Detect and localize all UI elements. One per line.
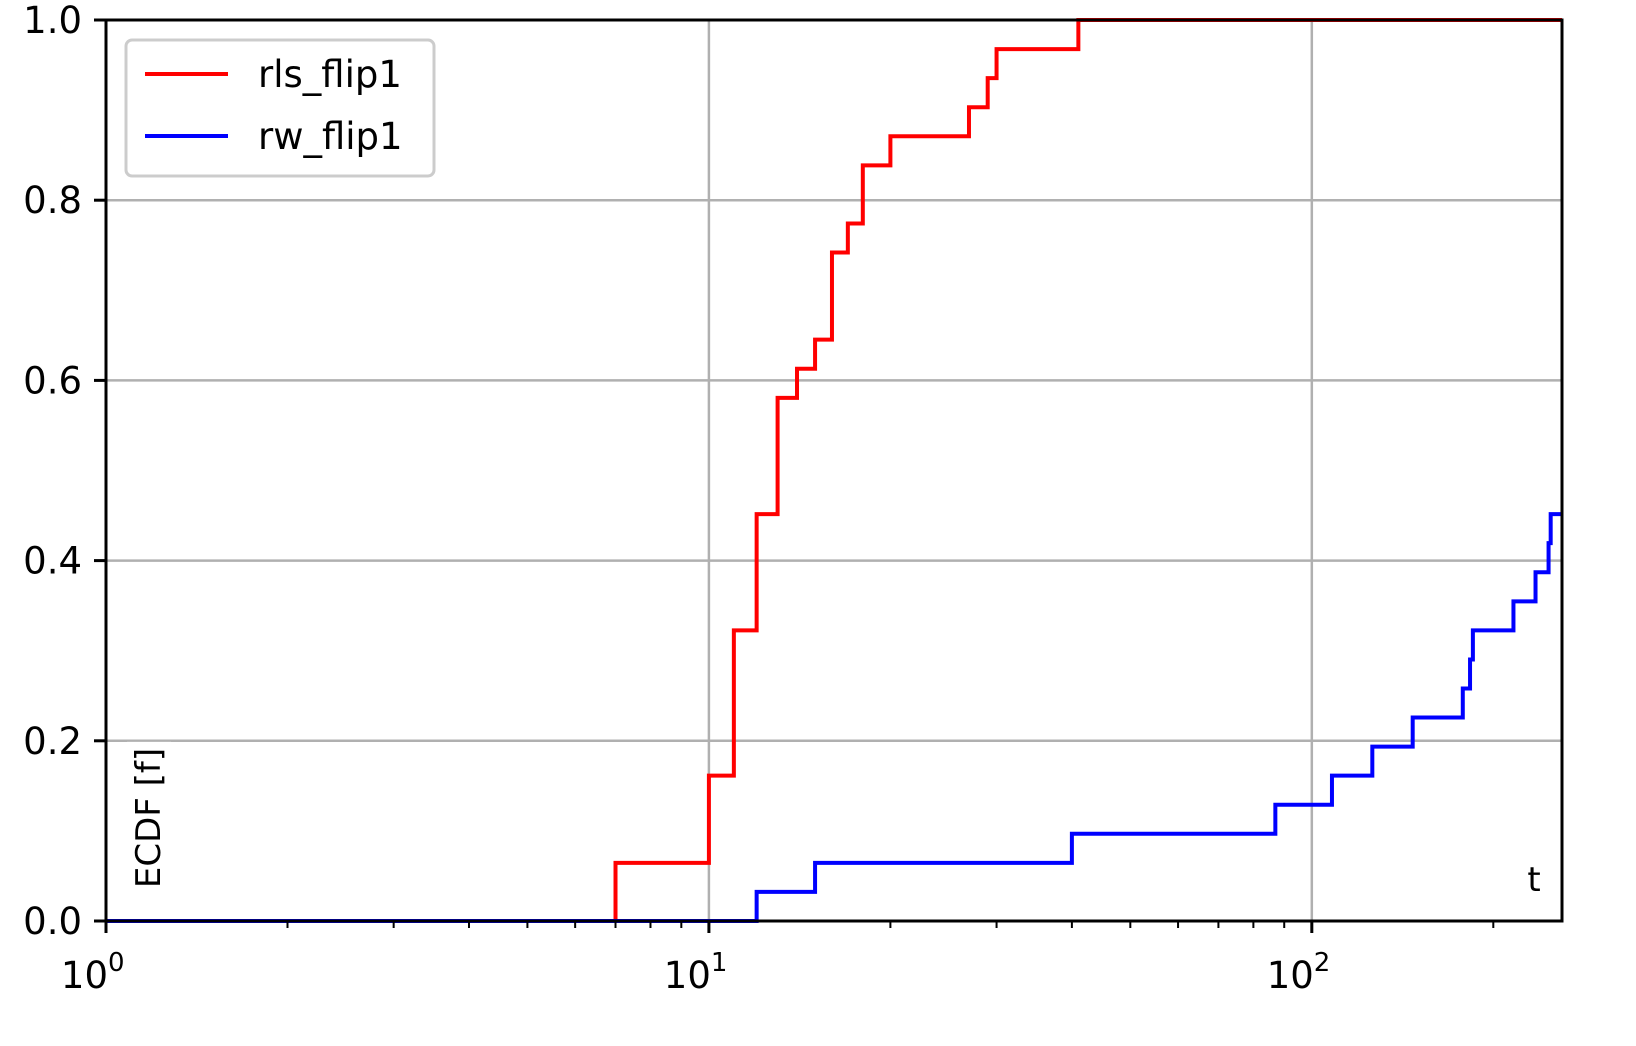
y-tick-label: 0.2 bbox=[23, 720, 82, 763]
y-axis-label-background bbox=[127, 741, 171, 895]
legend: rls_flip1 rw_flip1 bbox=[124, 38, 436, 178]
legend-label-rw-flip1: rw_flip1 bbox=[258, 115, 403, 158]
y-tick-label: 1.0 bbox=[23, 0, 82, 42]
x-tick-label: 10 bbox=[1267, 954, 1314, 997]
y-tick-label: 0.6 bbox=[23, 359, 82, 402]
series-line-rw-flip1 bbox=[106, 512, 1562, 923]
x-tick-label-exponent: 0 bbox=[108, 948, 125, 978]
y-tick-label: 0.0 bbox=[23, 900, 82, 943]
x-tick-label-exponent: 1 bbox=[711, 948, 728, 978]
y-tick-label: 0.8 bbox=[23, 179, 82, 222]
x-tick-label: 10 bbox=[664, 954, 711, 997]
legend-label-rls-flip1: rls_flip1 bbox=[258, 53, 402, 96]
plot-frame bbox=[104, 18, 1564, 923]
series-layer bbox=[106, 18, 1562, 923]
tick-labels: 0.00.20.40.60.81.010 0 10 1 10 2 bbox=[23, 0, 1330, 997]
x-axis-label: t bbox=[1527, 860, 1540, 900]
x-tick-label: 10 bbox=[61, 954, 108, 997]
y-axis-label: ECDF [f] bbox=[129, 748, 169, 888]
series-line-rls-flip1 bbox=[106, 18, 1562, 923]
y-tick-label: 0.4 bbox=[23, 540, 82, 583]
tick-marks bbox=[94, 18, 1495, 933]
x-tick-label-exponent: 2 bbox=[1314, 948, 1331, 978]
